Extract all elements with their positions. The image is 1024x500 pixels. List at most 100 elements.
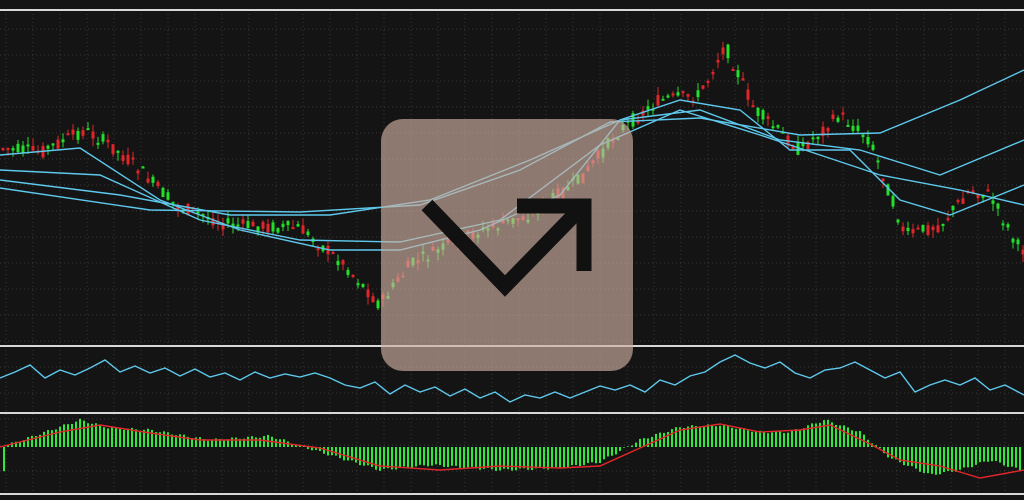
- candle-body: [286, 220, 290, 226]
- histogram-bar: [335, 447, 337, 456]
- histogram-bar: [579, 447, 581, 466]
- histogram-bar: [555, 447, 557, 467]
- histogram-bar: [407, 447, 409, 468]
- histogram-bar: [435, 447, 437, 465]
- histogram-bar: [1011, 447, 1013, 467]
- histogram-bar: [819, 422, 821, 447]
- histogram-bar: [607, 447, 609, 457]
- histogram-bar: [739, 427, 741, 447]
- histogram-bar: [799, 429, 801, 447]
- oscillator-line: [0, 354, 1024, 403]
- histogram-bar: [251, 436, 253, 447]
- candle-body: [746, 89, 750, 100]
- histogram-bar: [615, 447, 617, 455]
- histogram-bar: [415, 447, 417, 467]
- candle-body: [926, 225, 930, 235]
- histogram-bar: [719, 425, 721, 447]
- histogram-bar: [947, 447, 949, 471]
- histogram-bar: [423, 447, 425, 466]
- histogram-bar: [743, 428, 745, 447]
- candle-body: [956, 200, 960, 203]
- histogram-bar: [563, 447, 565, 469]
- candle-body: [856, 125, 860, 131]
- histogram-bar: [803, 428, 805, 447]
- candle-body: [811, 137, 815, 140]
- candle-body: [841, 112, 845, 115]
- histogram-bar: [839, 425, 841, 447]
- histogram-bar: [363, 447, 365, 466]
- histogram-bar: [811, 423, 813, 447]
- histogram-bar: [963, 447, 965, 468]
- histogram-bar: [255, 437, 257, 447]
- candle-body: [56, 139, 60, 149]
- histogram-bar: [27, 437, 29, 447]
- histogram-bar: [119, 428, 121, 447]
- histogram-bar: [695, 426, 697, 447]
- histogram-bar: [795, 429, 797, 447]
- candle-body: [766, 116, 770, 119]
- histogram-bar: [771, 432, 773, 447]
- candle-body: [991, 200, 995, 204]
- candle-body: [741, 78, 745, 81]
- candle-body: [71, 129, 75, 135]
- candle-body: [86, 128, 90, 131]
- candle-body: [656, 95, 660, 106]
- candle-body: [801, 141, 805, 147]
- candle-body: [891, 195, 895, 207]
- candle-body: [306, 231, 310, 236]
- candle-body: [876, 160, 880, 163]
- histogram-bar: [775, 430, 777, 447]
- candle-body: [51, 143, 55, 146]
- histogram-bar: [175, 435, 177, 447]
- histogram-bar: [439, 447, 441, 466]
- histogram-bar: [179, 434, 181, 447]
- candle-body: [96, 142, 100, 145]
- histogram-bar: [367, 447, 369, 466]
- candle-body: [146, 178, 150, 183]
- histogram-bar: [1003, 447, 1005, 466]
- histogram-bar: [515, 447, 517, 471]
- histogram-bar: [703, 426, 705, 447]
- histogram-bar: [447, 447, 449, 468]
- candle-body: [266, 223, 270, 233]
- histogram-bar: [843, 425, 845, 447]
- histogram-bar: [451, 447, 453, 466]
- candle-body: [976, 194, 980, 199]
- candle-body: [331, 251, 335, 254]
- histogram-bar: [147, 428, 149, 447]
- candle-body: [346, 269, 350, 275]
- candle-body: [931, 226, 935, 231]
- histogram-bar: [599, 447, 601, 464]
- candle-body: [46, 145, 50, 149]
- histogram-bar: [683, 427, 685, 447]
- candle-body: [101, 134, 105, 142]
- histogram-bar: [951, 447, 953, 472]
- candle-body: [226, 218, 230, 224]
- histogram-bar: [591, 447, 593, 463]
- histogram-bar: [499, 447, 501, 471]
- candle-body: [846, 124, 850, 127]
- histogram-bar: [731, 427, 733, 447]
- histogram-bar: [511, 447, 513, 471]
- histogram-bar: [463, 447, 465, 469]
- candle-body: [686, 94, 690, 97]
- histogram-bar: [659, 432, 661, 447]
- histogram-bar: [419, 447, 421, 465]
- histogram-bar: [575, 447, 577, 466]
- candle-body: [731, 69, 735, 72]
- candle-body: [816, 136, 820, 139]
- histogram-bar: [143, 429, 145, 447]
- histogram-bar: [891, 447, 893, 459]
- histogram-bar: [699, 427, 701, 447]
- histogram-bar: [443, 447, 445, 467]
- histogram-bar: [63, 424, 65, 447]
- candle-body: [76, 130, 80, 140]
- histogram-bar: [87, 423, 89, 447]
- candle-body: [301, 225, 305, 234]
- histogram-bar: [95, 423, 97, 447]
- histogram-bar: [991, 447, 993, 462]
- histogram-bar: [931, 447, 933, 474]
- candle-body: [31, 145, 35, 151]
- candle-body: [116, 150, 120, 153]
- histogram-bar: [987, 447, 989, 462]
